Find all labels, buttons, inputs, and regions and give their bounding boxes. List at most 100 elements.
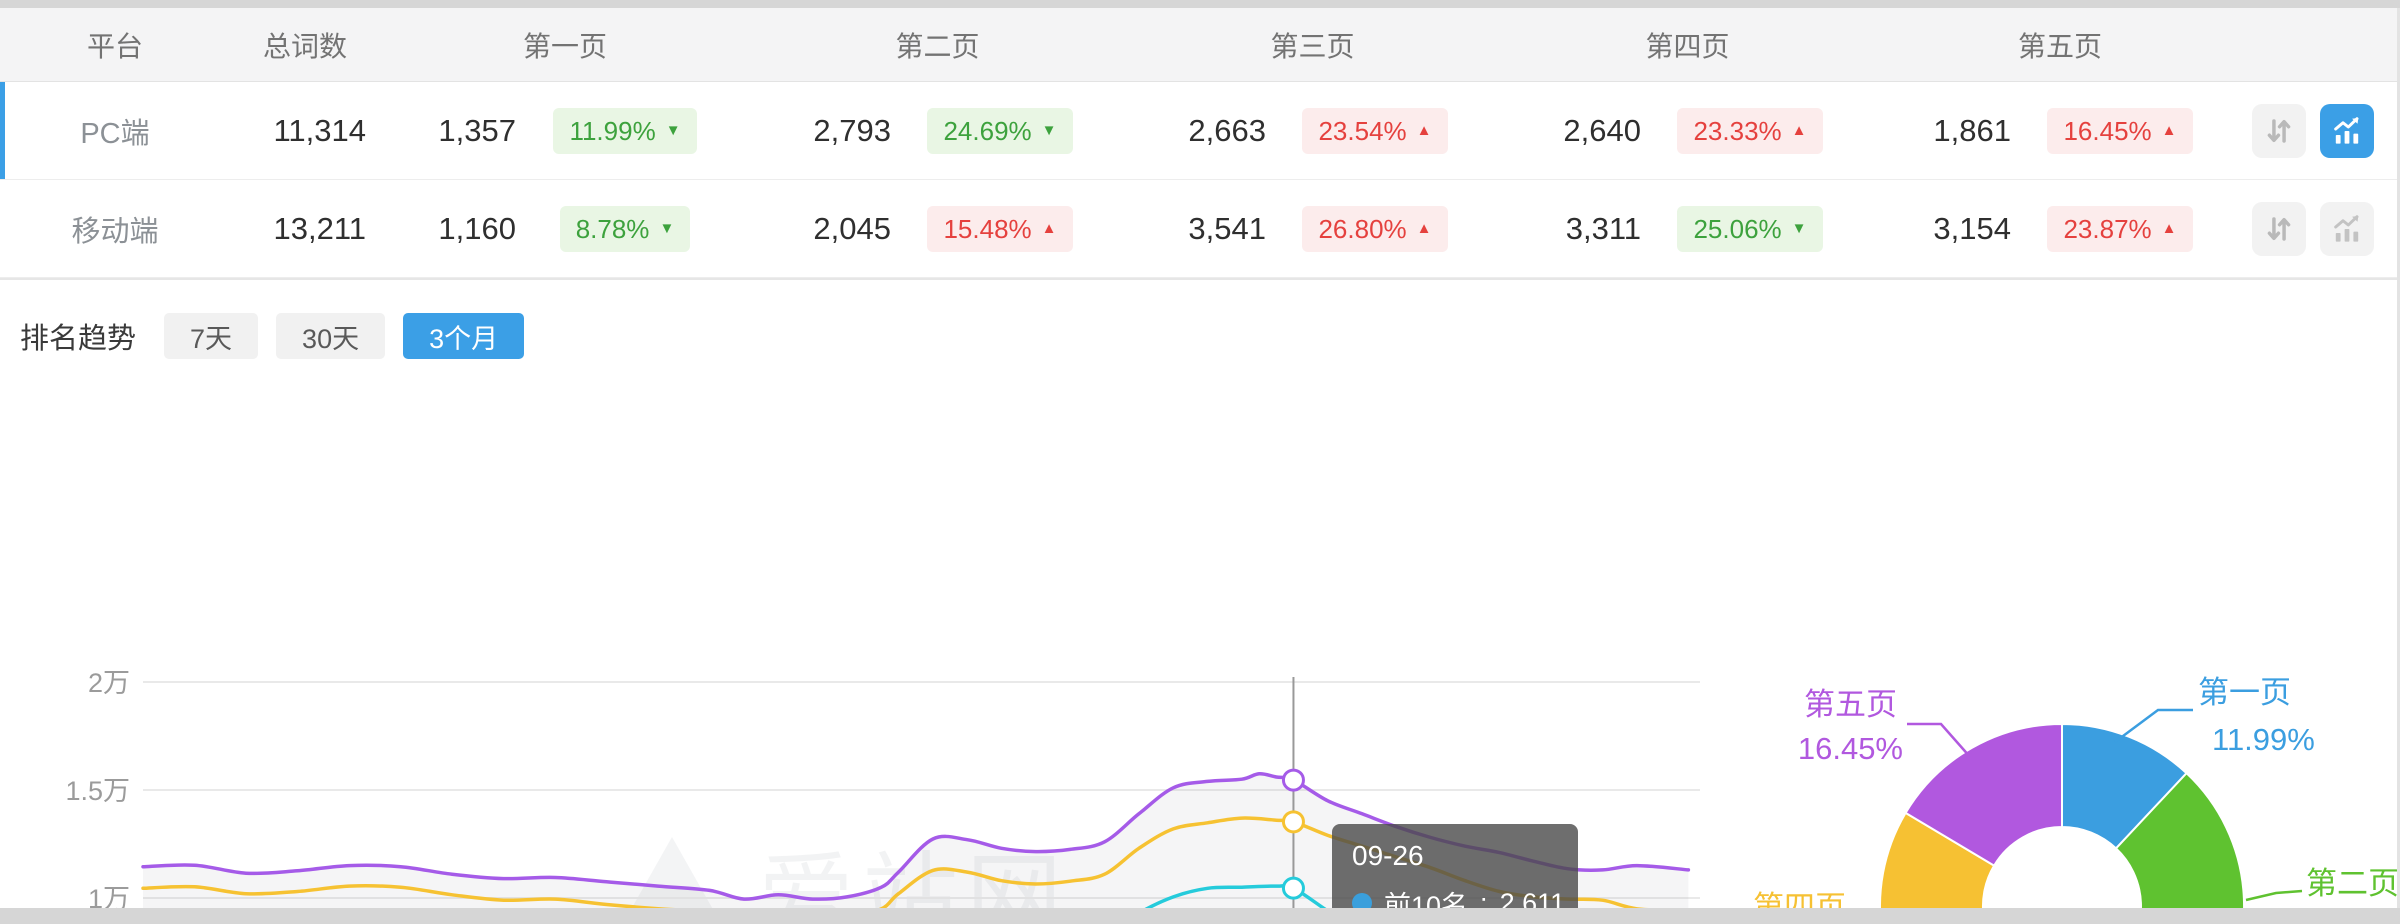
change-badge-cell: 23.33% ▲ — [1655, 107, 1845, 154]
table-row[interactable]: 移动端 13,211 1,160 8.78% ▼ 2,045 15.48% ▲ 3,541 26.… — [0, 180, 2400, 278]
table-header-row: 平台 总词数 第一页 第二页 第三页 第四页 第五页 — [0, 8, 2400, 82]
dashboard-card: 平台 总词数 第一页 第二页 第三页 第四页 第五页 PC端 11,314 1,357 11.99… — [0, 8, 2400, 908]
change-badge: 24.69% ▼ — [927, 107, 1073, 154]
sort-arrows-icon — [2267, 118, 2291, 143]
hover-point-marker — [1281, 768, 1305, 792]
triangle-up-icon: ▲ — [2161, 122, 2177, 139]
change-badge: 23.87% ▲ — [2047, 205, 2193, 252]
donut-label-leader — [1907, 722, 1972, 759]
change-badge: 25.06% ▼ — [1677, 205, 1823, 252]
change-badge-cell: 11.99% ▼ — [530, 107, 720, 154]
change-badge-cell: 16.45% ▲ — [2025, 107, 2215, 154]
selected-row-indicator — [0, 82, 5, 179]
donut-slice-label: 第四页 — [1753, 890, 1846, 908]
change-badge: 15.48% ▲ — [927, 205, 1073, 252]
change-badge-cell: 23.87% ▲ — [2025, 205, 2215, 252]
bar-chart-icon — [2334, 214, 2359, 242]
row-actions — [2215, 103, 2400, 158]
area-fill — [143, 773, 1689, 908]
sort-toggle-button[interactable] — [2252, 103, 2306, 158]
page-count: 2,793 — [813, 112, 891, 148]
change-percent: 25.06% — [1693, 213, 1782, 244]
page-count: 3,541 — [1188, 210, 1266, 246]
triangle-up-icon: ▲ — [1791, 122, 1807, 139]
column-header: 总词数 — [262, 30, 347, 62]
change-percent: 15.48% — [943, 213, 1032, 244]
hover-point-marker — [1281, 876, 1305, 900]
change-badge: 23.33% ▲ — [1677, 107, 1823, 154]
change-percent: 23.54% — [1318, 115, 1407, 146]
change-percent: 24.69% — [943, 115, 1032, 146]
change-badge-cell: 26.80% ▲ — [1280, 205, 1470, 252]
hover-point-marker — [1281, 810, 1305, 834]
trend-section-title: 排名趋势 — [20, 323, 137, 355]
triangle-down-icon: ▼ — [665, 122, 681, 139]
donut-slice-label: 第二页 — [2306, 866, 2399, 901]
card-right-border — [2397, 8, 2400, 908]
change-percent: 16.45% — [2063, 115, 2152, 146]
triangle-up-icon: ▲ — [1416, 122, 1432, 139]
total-count: 11,314 — [273, 112, 366, 148]
change-percent: 23.87% — [2063, 213, 2152, 244]
donut-label-leader — [2114, 708, 2193, 744]
triangle-down-icon: ▼ — [659, 220, 675, 237]
change-badge-cell: 23.54% ▲ — [1280, 107, 1470, 154]
page-count: 2,663 — [1188, 112, 1266, 148]
donut-slice-label: 第一页 — [2198, 675, 2291, 710]
donut-slice-2[interactable] — [2115, 772, 2246, 908]
donut-slice-label: 第五页 — [1804, 687, 1897, 722]
triangle-up-icon: ▲ — [2161, 220, 2177, 237]
change-badge: 16.45% ▲ — [2047, 107, 2193, 154]
y-axis-tick-label: 1万 — [88, 884, 130, 908]
change-badge-cell: 25.06% ▼ — [1655, 205, 1845, 252]
donut-slice-4[interactable] — [1879, 811, 2015, 908]
range-tabs: 7天 30天 3个月 — [164, 313, 542, 359]
page-count: 1,357 — [438, 112, 516, 148]
column-header: 第二页 — [895, 30, 980, 62]
rank-trend-line-chart[interactable]: 2万1.5万1万5000007-3108-1008-2008-3009-0909… — [0, 632, 1720, 908]
tab-30-days[interactable]: 30天 — [276, 313, 386, 359]
page-count: 3,311 — [1565, 210, 1641, 246]
row-actions — [2215, 201, 2400, 256]
change-badge-cell: 15.48% ▲ — [905, 205, 1095, 252]
y-axis-tick-label: 1.5万 — [65, 776, 130, 806]
page-count: 3,154 — [1933, 210, 2011, 246]
y-axis-tick-label: 2万 — [88, 668, 130, 698]
column-header: 第一页 — [522, 30, 607, 62]
total-count: 13,211 — [273, 210, 366, 246]
triangle-down-icon: ▼ — [1041, 122, 1057, 139]
change-badge-cell: 24.69% ▼ — [905, 107, 1095, 154]
change-badge: 11.99% ▼ — [553, 107, 697, 154]
page-distribution-donut-chart[interactable]: 第一页11.99%第二页24.69%第三页23.54%第四页23.33%第五页1… — [1700, 552, 2400, 908]
bar-chart-icon — [2334, 116, 2359, 144]
change-badge: 8.78% ▼ — [559, 205, 691, 252]
triangle-up-icon: ▲ — [1041, 220, 1057, 237]
sort-arrows-icon — [2267, 216, 2291, 241]
trend-toolbar: 排名趋势 7天 30天 3个月 — [20, 313, 542, 359]
table-body: PC端 11,314 1,357 11.99% ▼ 2,793 24.69% ▼ 2,663 23… — [0, 82, 2400, 278]
triangle-down-icon: ▼ — [1791, 220, 1807, 237]
triangle-up-icon: ▲ — [1416, 220, 1432, 237]
platform-label: PC端 — [80, 117, 150, 150]
donut-slice-percent: 16.45% — [1798, 731, 1903, 766]
table-row[interactable]: PC端 11,314 1,357 11.99% ▼ 2,793 24.69% ▼ 2,663 23… — [0, 82, 2400, 180]
donut-slice-5[interactable] — [1904, 723, 2063, 867]
change-badge: 23.54% ▲ — [1302, 107, 1448, 154]
sort-toggle-button[interactable] — [2252, 201, 2306, 256]
column-header: 第四页 — [1645, 30, 1730, 62]
page-count: 1,160 — [438, 210, 516, 246]
change-badge: 26.80% ▲ — [1302, 205, 1448, 252]
tab-3-months[interactable]: 3个月 — [403, 313, 525, 359]
change-percent: 23.33% — [1693, 115, 1782, 146]
trend-chart-toggle-button[interactable] — [2320, 201, 2374, 256]
trend-chart-toggle-button[interactable] — [2320, 103, 2374, 158]
tab-7-days[interactable]: 7天 — [164, 313, 259, 359]
page-count: 2,045 — [813, 210, 891, 246]
platform-label: 移动端 — [71, 215, 159, 248]
page-count: 1,861 — [1933, 112, 2011, 148]
change-percent: 11.99% — [569, 115, 656, 146]
change-badge-cell: 8.78% ▼ — [530, 205, 720, 252]
column-header: 第五页 — [2017, 30, 2102, 62]
